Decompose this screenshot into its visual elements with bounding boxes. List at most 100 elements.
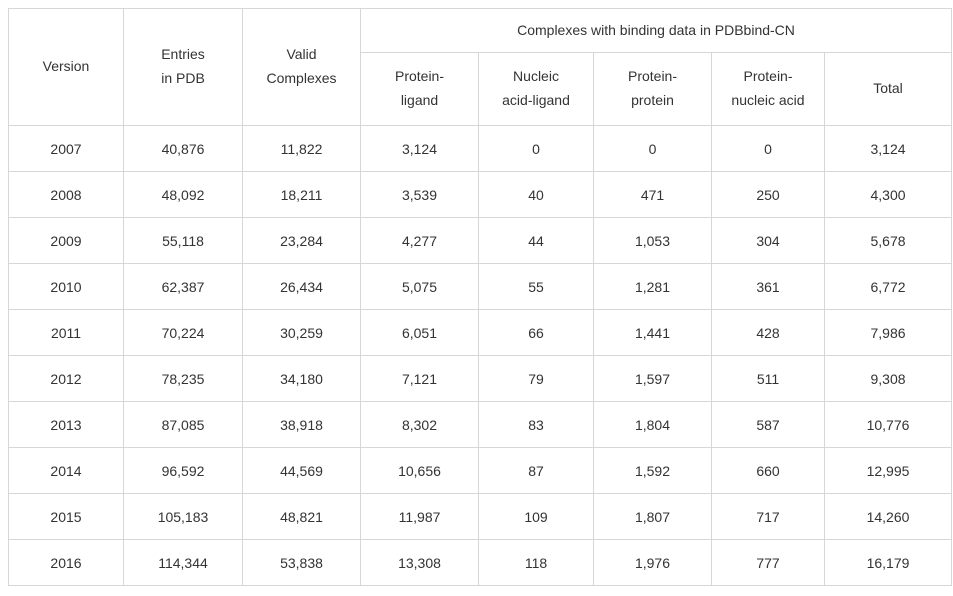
cell-total: 7,986	[823, 309, 953, 356]
cell-protein-ligand: 10,656	[360, 447, 479, 494]
cell-nucleic-acid-ligand: 109	[478, 493, 594, 540]
table-row: 2011 70,224 30,259 6,051 66 1,441 428 7,986	[8, 309, 953, 356]
cell-entries-in-pdb: 62,387	[123, 263, 243, 310]
cell-protein-ligand: 4,277	[360, 217, 479, 264]
cell-protein-ligand: 11,987	[360, 493, 479, 540]
header-group-row: Version Entries in PDB Valid Complexes C…	[8, 8, 953, 126]
cell-entries-in-pdb: 40,876	[123, 125, 243, 172]
cell-protein-protein: 0	[593, 125, 712, 172]
cell-valid-complexes: 34,180	[242, 355, 361, 402]
column-header-protein-protein: Protein- protein	[593, 52, 712, 126]
table-row: 2013 87,085 38,918 8,302 83 1,804 587 10,776	[8, 401, 953, 448]
cell-entries-in-pdb: 78,235	[123, 355, 243, 402]
cell-entries-in-pdb: 96,592	[123, 447, 243, 494]
table-row: 2012 78,235 34,180 7,121 79 1,597 511 9,308	[8, 355, 953, 402]
cell-entries-in-pdb: 70,224	[123, 309, 243, 356]
cell-entries-in-pdb: 114,344	[123, 539, 243, 586]
cell-total: 10,776	[823, 401, 953, 448]
cell-protein-ligand: 7,121	[360, 355, 479, 402]
cell-nucleic-acid-ligand: 83	[478, 401, 594, 448]
cell-protein-protein: 1,807	[593, 493, 712, 540]
cell-version: 2010	[8, 263, 124, 310]
cell-nucleic-acid-ligand: 55	[478, 263, 594, 310]
cell-nucleic-acid-ligand: 40	[478, 171, 594, 218]
cell-protein-nucleic-acid: 428	[711, 309, 825, 356]
cell-version: 2007	[8, 125, 124, 172]
cell-valid-complexes: 26,434	[242, 263, 361, 310]
cell-protein-protein: 1,281	[593, 263, 712, 310]
cell-protein-nucleic-acid: 587	[711, 401, 825, 448]
cell-entries-in-pdb: 55,118	[123, 217, 243, 264]
cell-valid-complexes: 23,284	[242, 217, 361, 264]
cell-valid-complexes: 38,918	[242, 401, 361, 448]
cell-protein-protein: 1,053	[593, 217, 712, 264]
cell-protein-nucleic-acid: 777	[711, 539, 825, 586]
table-row: 2016 114,344 53,838 13,308 118 1,976 777 16,179	[8, 539, 953, 586]
cell-version: 2009	[8, 217, 124, 264]
cell-version: 2015	[8, 493, 124, 540]
cell-total: 6,772	[823, 263, 953, 310]
cell-protein-protein: 1,597	[593, 355, 712, 402]
column-header-nucleic-acid-ligand: Nucleic acid-ligand	[478, 52, 594, 126]
cell-protein-ligand: 13,308	[360, 539, 479, 586]
cell-total: 5,678	[823, 217, 953, 264]
cell-version: 2008	[8, 171, 124, 218]
cell-protein-ligand: 5,075	[360, 263, 479, 310]
cell-total: 16,179	[823, 539, 953, 586]
column-header-protein-ligand: Protein- ligand	[360, 52, 479, 126]
column-header-entries-in-pdb: Entries in PDB	[123, 8, 243, 126]
cell-nucleic-acid-ligand: 118	[478, 539, 594, 586]
cell-protein-nucleic-acid: 250	[711, 171, 825, 218]
cell-protein-nucleic-acid: 660	[711, 447, 825, 494]
cell-total: 3,124	[823, 125, 953, 172]
cell-protein-protein: 1,592	[593, 447, 712, 494]
cell-nucleic-acid-ligand: 0	[478, 125, 594, 172]
cell-entries-in-pdb: 87,085	[123, 401, 243, 448]
cell-protein-nucleic-acid: 361	[711, 263, 825, 310]
table-row: 2014 96,592 44,569 10,656 87 1,592 660 12,995	[8, 447, 953, 494]
cell-valid-complexes: 48,821	[242, 493, 361, 540]
column-header-protein-nucleic-acid: Protein- nucleic acid	[711, 52, 825, 126]
cell-protein-protein: 1,441	[593, 309, 712, 356]
cell-total: 12,995	[823, 447, 953, 494]
cell-version: 2012	[8, 355, 124, 402]
table-row: 2010 62,387 26,434 5,075 55 1,281 361 6,772	[8, 263, 953, 310]
cell-protein-ligand: 3,539	[360, 171, 479, 218]
cell-valid-complexes: 44,569	[242, 447, 361, 494]
cell-total: 4,300	[823, 171, 953, 218]
cell-entries-in-pdb: 48,092	[123, 171, 243, 218]
header-sub-row: Protein- ligand Nucleic acid-ligand Prot…	[9, 52, 953, 126]
cell-protein-nucleic-acid: 717	[711, 493, 825, 540]
column-header-total: Total	[823, 52, 953, 126]
group-header-binding-data: Complexes with binding data in PDBbind-C…	[359, 8, 953, 53]
cell-valid-complexes: 18,211	[242, 171, 361, 218]
cell-version: 2013	[8, 401, 124, 448]
cell-nucleic-acid-ligand: 66	[478, 309, 594, 356]
cell-valid-complexes: 53,838	[242, 539, 361, 586]
cell-nucleic-acid-ligand: 79	[478, 355, 594, 402]
table-row: 2009 55,118 23,284 4,277 44 1,053 304 5,678	[8, 217, 953, 264]
table-header: Version Entries in PDB Valid Complexes C…	[8, 8, 953, 126]
cell-version: 2011	[8, 309, 124, 356]
pdbbind-statistics-table: Version Entries in PDB Valid Complexes C…	[8, 8, 953, 586]
cell-entries-in-pdb: 105,183	[123, 493, 243, 540]
cell-version: 2014	[8, 447, 124, 494]
column-header-valid-complexes: Valid Complexes	[242, 8, 361, 126]
cell-protein-nucleic-acid: 511	[711, 355, 825, 402]
cell-protein-ligand: 8,302	[360, 401, 479, 448]
table-body: 2007 40,876 11,822 3,124 0 0 0 3,124 2008 48,092 1…	[8, 125, 953, 586]
cell-nucleic-acid-ligand: 87	[478, 447, 594, 494]
table-row: 2008 48,092 18,211 3,539 40 471 250 4,300	[8, 171, 953, 218]
cell-protein-nucleic-acid: 304	[711, 217, 825, 264]
cell-protein-protein: 1,804	[593, 401, 712, 448]
cell-nucleic-acid-ligand: 44	[478, 217, 594, 264]
cell-protein-nucleic-acid: 0	[711, 125, 825, 172]
cell-protein-protein: 471	[593, 171, 712, 218]
cell-protein-ligand: 3,124	[360, 125, 479, 172]
cell-version: 2016	[8, 539, 124, 586]
table-row: 2007 40,876 11,822 3,124 0 0 0 3,124	[8, 125, 953, 172]
cell-total: 9,308	[823, 355, 953, 402]
cell-protein-protein: 1,976	[593, 539, 712, 586]
table-row: 2015 105,183 48,821 11,987 109 1,807 717 14,260	[8, 493, 953, 540]
